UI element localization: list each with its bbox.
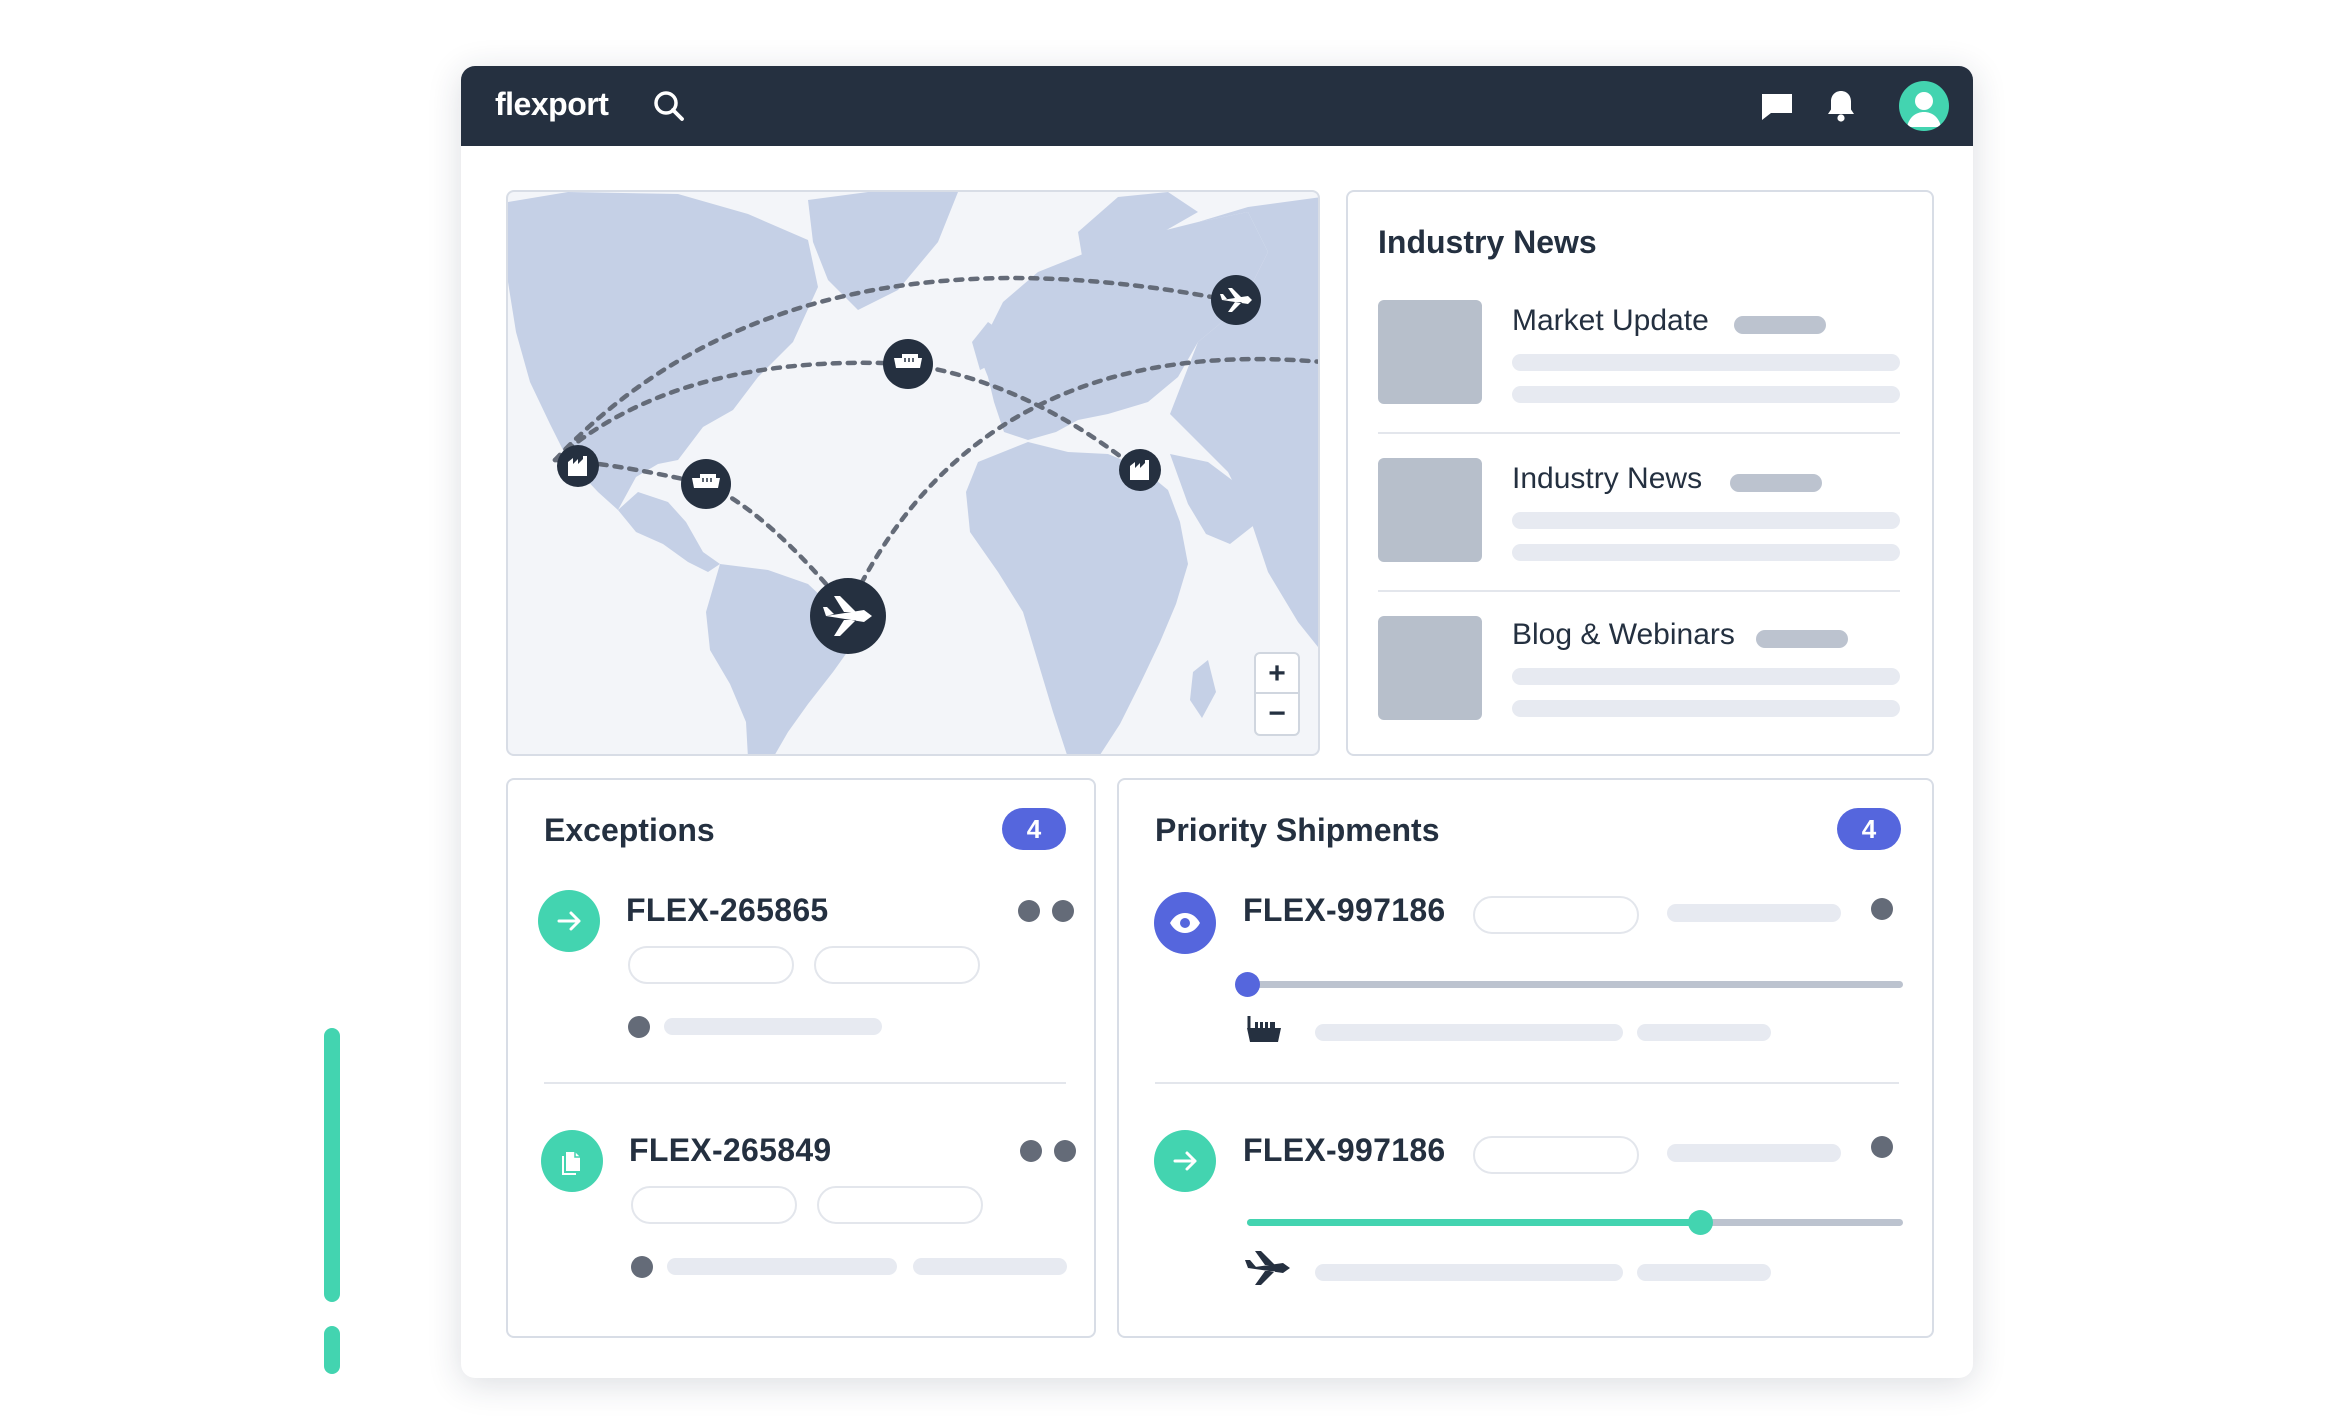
news-item-title: Market Update xyxy=(1512,304,1709,337)
plane-icon[interactable] xyxy=(1211,275,1261,325)
placeholder-line xyxy=(1315,1264,1623,1281)
news-text-line xyxy=(1512,544,1900,561)
news-thumbnail xyxy=(1378,300,1482,404)
status-dot xyxy=(1871,1136,1893,1158)
shipment-progress-track xyxy=(1235,972,1903,997)
chat-icon[interactable] xyxy=(1759,88,1795,124)
arrow-right-icon xyxy=(538,890,600,952)
news-text-line xyxy=(1512,700,1900,717)
shipment-map[interactable]: + − xyxy=(506,190,1320,756)
exception-id: FLEX-265865 xyxy=(626,892,829,928)
zoom-out-button[interactable]: − xyxy=(1268,697,1286,730)
shipment-id: FLEX-997186 xyxy=(1243,892,1446,928)
ship-icon[interactable] xyxy=(883,339,933,389)
shipment-progress-fill xyxy=(1247,1219,1700,1226)
news-text-line xyxy=(1512,386,1900,403)
news-text-line xyxy=(1512,512,1900,529)
document-icon xyxy=(541,1130,603,1192)
exceptions-divider xyxy=(544,1082,1066,1084)
shipment-id: FLEX-997186 xyxy=(1243,1132,1446,1168)
status-dot xyxy=(628,1016,650,1038)
news-item-title: Blog & Webinars xyxy=(1512,618,1735,651)
flexport-logo[interactable]: flexport xyxy=(495,86,609,122)
shipment-progress-handle[interactable] xyxy=(1687,1210,1713,1235)
shipments-divider xyxy=(1155,1082,1899,1084)
top-navigation-bar: flexport xyxy=(461,66,1973,146)
placeholder-pill xyxy=(1667,1144,1841,1162)
shipment-progress-track xyxy=(1247,1210,1903,1235)
factory-icon[interactable] xyxy=(557,445,599,487)
exceptions-title: Exceptions xyxy=(544,812,715,848)
industry-news-card: Industry News Market Update Industry New… xyxy=(1346,190,1934,756)
app-window: flexport xyxy=(461,66,1973,1378)
plane-icon[interactable] xyxy=(810,578,886,654)
placeholder-line xyxy=(1315,1024,1623,1041)
status-dot xyxy=(631,1256,653,1278)
plane-icon xyxy=(1245,1251,1290,1285)
status-dot xyxy=(1018,900,1040,922)
exceptions-card: Exceptions 4 FLEX-265865 FLEX-265849 xyxy=(506,778,1096,1338)
status-dot xyxy=(1871,898,1893,920)
zoom-in-button[interactable]: + xyxy=(1256,654,1298,694)
news-text-line xyxy=(1512,354,1900,371)
news-divider xyxy=(1378,590,1900,592)
news-thumbnail xyxy=(1378,458,1482,562)
zoom-control: + − xyxy=(1254,652,1300,736)
placeholder-line xyxy=(913,1258,1067,1275)
placeholder-pill xyxy=(1473,896,1639,934)
bell-icon[interactable] xyxy=(1823,88,1859,124)
news-text-line xyxy=(1512,668,1900,685)
arrow-right-icon xyxy=(1154,1130,1216,1192)
status-dot xyxy=(1054,1140,1076,1162)
search-icon[interactable] xyxy=(651,88,687,124)
placeholder-line xyxy=(667,1258,897,1275)
placeholder-pill xyxy=(814,946,980,984)
placeholder-pill xyxy=(1667,904,1841,922)
priority-shipments-title: Priority Shipments xyxy=(1155,812,1440,848)
status-dot xyxy=(1052,900,1074,922)
placeholder-line xyxy=(1637,1024,1771,1041)
placeholder-pill xyxy=(817,1186,983,1224)
shipment-progress-handle[interactable] xyxy=(1235,972,1260,997)
decorative-bar-long xyxy=(324,1028,340,1302)
ship-icon xyxy=(1247,1016,1281,1042)
priority-count-badge: 4 xyxy=(1837,808,1901,850)
ship-icon[interactable] xyxy=(681,459,731,509)
decorative-bar-short xyxy=(324,1326,340,1374)
news-divider xyxy=(1378,432,1900,434)
factory-icon[interactable] xyxy=(1119,449,1161,491)
user-avatar-icon[interactable] xyxy=(1899,81,1949,131)
priority-shipments-card: Priority Shipments 4 FLEX-997186 xyxy=(1117,778,1934,1338)
exceptions-count-badge: 4 xyxy=(1002,808,1066,850)
placeholder-pill xyxy=(1473,1136,1639,1174)
placeholder-pill xyxy=(628,946,794,984)
placeholder-line xyxy=(1637,1264,1771,1281)
news-tag xyxy=(1730,474,1822,492)
status-dot xyxy=(1020,1140,1042,1162)
news-thumbnail xyxy=(1378,616,1482,720)
placeholder-pill xyxy=(631,1186,797,1224)
news-tag xyxy=(1734,316,1826,334)
news-item-title: Industry News xyxy=(1512,462,1703,495)
placeholder-line xyxy=(664,1018,882,1035)
world-map xyxy=(508,192,1318,754)
news-tag xyxy=(1756,630,1848,648)
eye-icon xyxy=(1154,892,1216,954)
industry-news-title: Industry News xyxy=(1378,224,1597,260)
exception-id: FLEX-265849 xyxy=(629,1132,832,1168)
